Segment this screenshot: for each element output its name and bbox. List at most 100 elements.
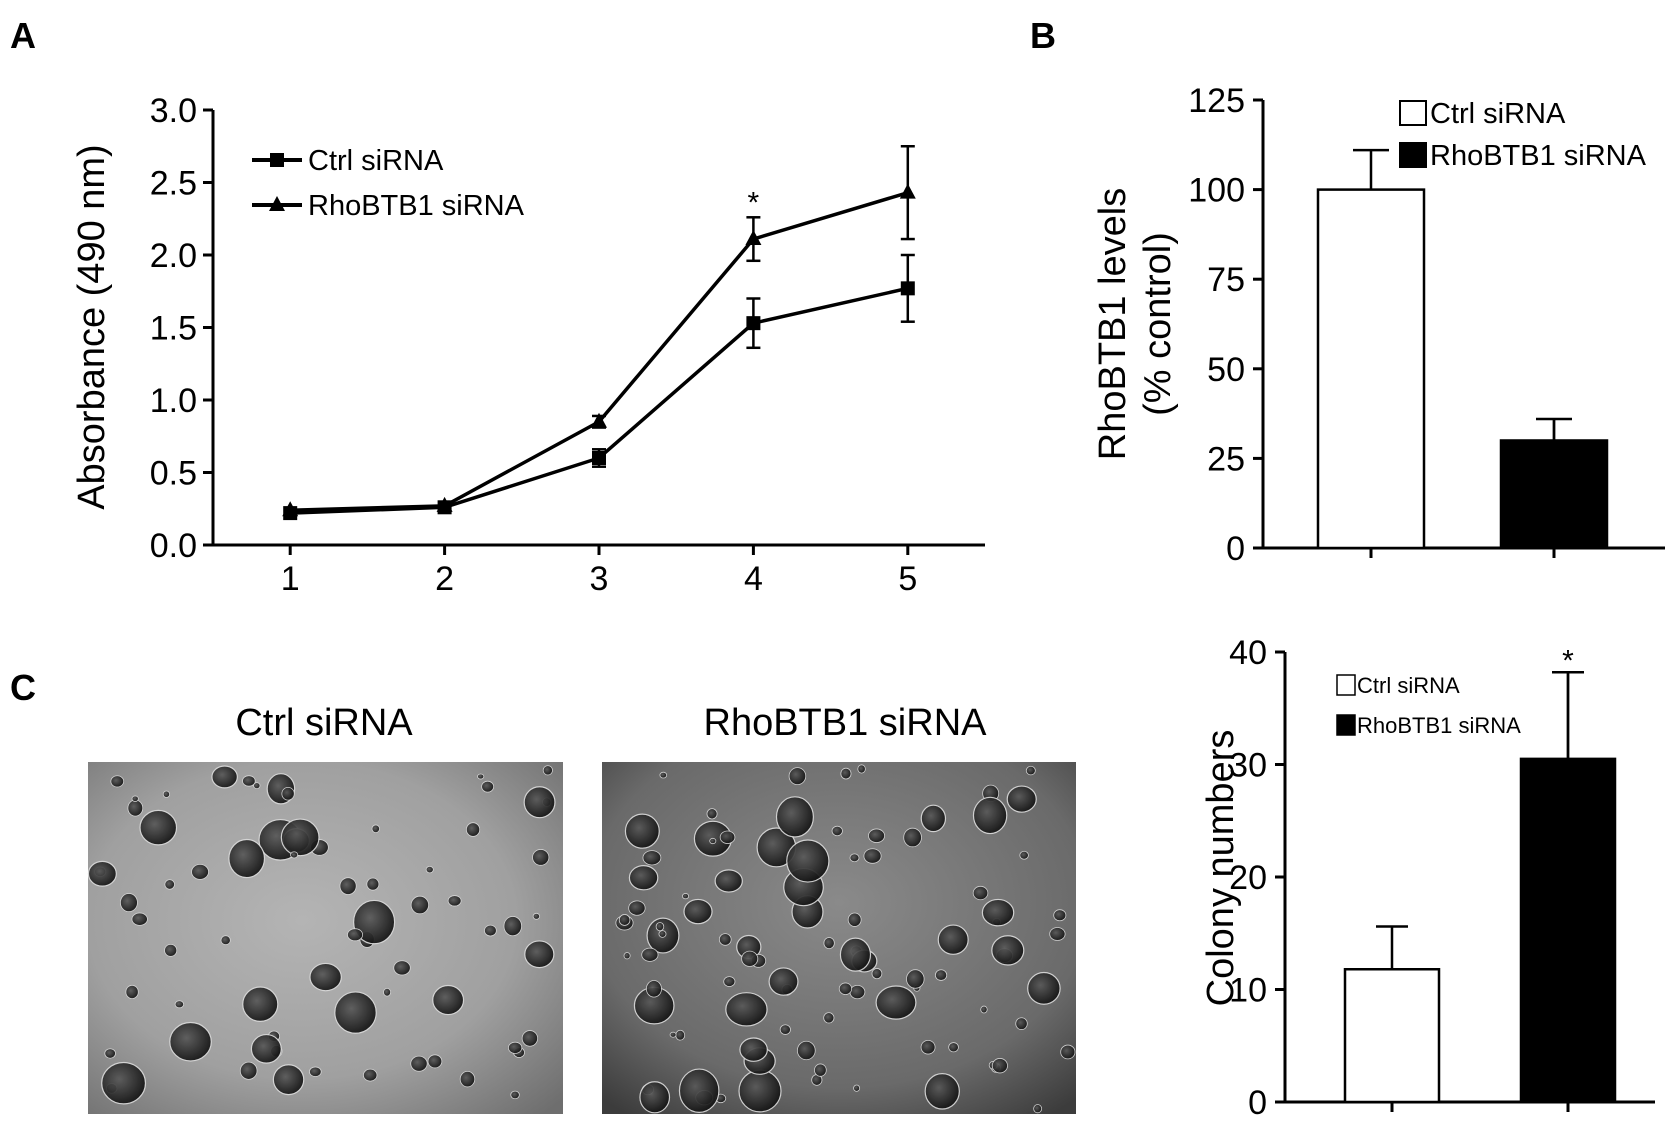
colony — [250, 1033, 282, 1064]
chart-a-rho-point — [745, 230, 762, 246]
colony — [618, 914, 631, 926]
colony — [920, 1039, 936, 1055]
colony — [272, 1064, 305, 1096]
colony — [447, 895, 462, 907]
colony — [723, 976, 736, 987]
chart-b-y-tick-label: 75 — [1207, 261, 1245, 299]
panel-label-c: C — [10, 667, 36, 708]
colony — [104, 1048, 116, 1059]
colony — [920, 804, 947, 833]
colony — [682, 893, 690, 900]
chart-a-y-tick-label: 0.5 — [150, 455, 197, 493]
chart-c-bar-rho — [1519, 757, 1617, 1104]
chart-a-rho-point — [899, 183, 916, 199]
chart-b-legend: Ctrl siRNA RhoBTB1 siRNA — [1399, 98, 1647, 172]
colony — [991, 935, 1025, 966]
chart-c-colony-numbers: 0 10 20 30 40 Colony numbers Ctrl siRNA RhoB… — [1200, 634, 1655, 1122]
colony — [459, 1070, 476, 1088]
colony — [532, 849, 550, 866]
chart-a-y-tick-label: 1.5 — [150, 310, 197, 348]
colony — [383, 987, 392, 997]
colony — [981, 898, 1015, 927]
colony — [1053, 909, 1067, 922]
colony — [542, 765, 553, 776]
colony — [164, 879, 175, 890]
colony — [980, 1005, 988, 1014]
colony — [353, 899, 396, 945]
colony — [220, 935, 231, 946]
colony — [857, 764, 866, 774]
colony — [524, 940, 555, 969]
colony — [162, 790, 171, 798]
chart-b-y-tick-label: 100 — [1188, 172, 1245, 210]
chart-b-y-tick-label: 0 — [1226, 530, 1245, 568]
colony — [347, 928, 364, 942]
colony — [641, 947, 659, 962]
chart-a-x-tick-label: 4 — [744, 560, 763, 598]
colony — [659, 771, 668, 779]
colony — [393, 960, 411, 976]
chart-b-y-tick-label: 125 — [1188, 82, 1245, 120]
colony — [164, 943, 178, 957]
colony — [228, 838, 266, 879]
colony — [642, 850, 662, 866]
colony — [1027, 971, 1061, 1005]
colony — [309, 962, 342, 992]
chart-a-x-tick-label: 1 — [281, 560, 300, 598]
colony — [366, 877, 380, 891]
chart-c-y-tick-label: 40 — [1229, 634, 1267, 672]
legend-c-rho-label: RhoBTB1 siRNA — [1357, 713, 1521, 738]
colony — [775, 796, 814, 838]
colony — [1049, 927, 1066, 941]
chart-a-rho-point — [282, 501, 299, 517]
colony — [948, 1042, 959, 1053]
colony — [863, 848, 882, 864]
chart-a-ctrl-point — [746, 316, 761, 331]
colony — [432, 984, 465, 1016]
colony — [521, 1030, 539, 1047]
chart-b-y-tick-label: 25 — [1207, 440, 1245, 478]
colony — [849, 853, 860, 863]
colony — [868, 828, 886, 843]
colony — [937, 924, 969, 955]
colony — [838, 982, 853, 995]
chart-c-y-axis-label: Colony numbers — [1200, 730, 1242, 1007]
chart-a-x-tick-label: 3 — [590, 560, 609, 598]
legend-b-rho-label: RhoBTB1 siRNA — [1430, 140, 1647, 172]
legend-c-rho-swatch — [1336, 714, 1356, 736]
micrograph-rho-title: RhoBTB1 siRNA — [704, 702, 988, 744]
legend-b-ctrl-swatch — [1399, 100, 1427, 126]
colony — [849, 984, 866, 1000]
colony — [839, 937, 872, 972]
colony — [639, 1081, 671, 1114]
legend-c-ctrl-label: Ctrl siRNA — [1357, 673, 1460, 698]
colony — [191, 864, 209, 880]
chart-c-bar-ctrl — [1343, 968, 1441, 1104]
chart-a-growth-curve: 0.0 0.5 1.0 1.5 2.0 2.5 3.0 1 2 3 4 5 Absorbance (… — [71, 92, 985, 598]
chart-a-y-tick-label: 3.0 — [150, 92, 197, 130]
chart-b-bar-ctrl — [1316, 188, 1426, 550]
colony — [768, 967, 799, 996]
colony — [363, 1068, 378, 1082]
colony — [110, 775, 125, 788]
panel-label-a: A — [10, 15, 36, 56]
colony — [507, 1041, 523, 1054]
colony — [738, 1069, 782, 1113]
colony — [786, 839, 830, 883]
colony — [131, 795, 139, 802]
colony — [796, 1040, 816, 1061]
colony — [706, 808, 718, 820]
colony — [139, 809, 178, 846]
colony — [823, 1012, 835, 1024]
colony — [425, 866, 434, 874]
colony — [645, 980, 662, 998]
colony — [725, 992, 768, 1027]
colony — [280, 818, 320, 857]
colony — [410, 1055, 428, 1072]
colony — [875, 985, 917, 1020]
colony — [709, 837, 717, 845]
micrograph-ctrl-image — [87, 762, 563, 1114]
chart-a-y-tick-label: 0.0 — [150, 527, 197, 565]
colony — [465, 822, 481, 837]
